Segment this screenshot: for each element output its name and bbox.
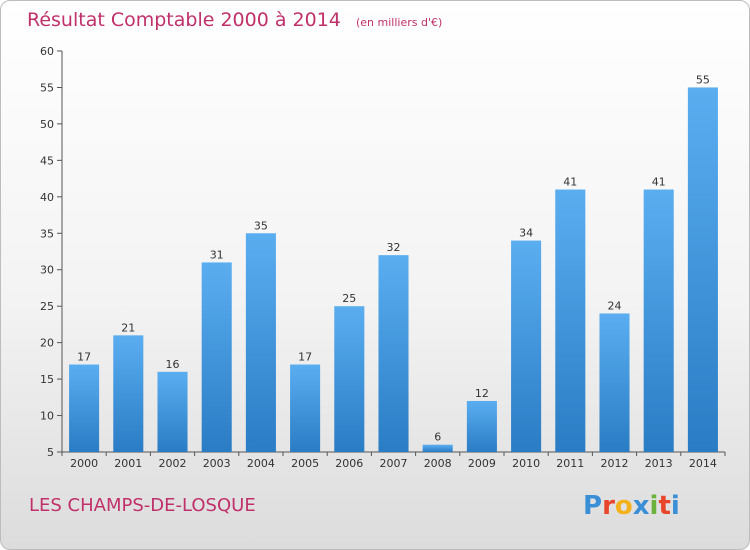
data-label: 34 <box>519 227 533 240</box>
bar <box>511 240 542 452</box>
y-tick-label: 25 <box>40 300 54 313</box>
logo-letter: P <box>583 491 603 521</box>
data-label: 12 <box>475 387 489 400</box>
data-label: 24 <box>608 299 622 312</box>
data-label: 17 <box>298 351 312 364</box>
chart-title: Résultat Comptable 2000 à 2014 (en milli… <box>27 9 442 31</box>
data-label: 32 <box>387 241 401 254</box>
y-tick-label: 60 <box>40 45 54 58</box>
x-tick-label: 2010 <box>512 457 540 470</box>
y-tick-label: 15 <box>40 373 54 386</box>
bar <box>378 255 409 452</box>
x-tick-label: 2012 <box>601 457 629 470</box>
y-tick-label: 40 <box>40 191 54 204</box>
bar <box>555 189 586 452</box>
logo-letter: i <box>649 491 659 521</box>
x-tick-label: 2003 <box>203 457 231 470</box>
x-tick-label: 2009 <box>468 457 496 470</box>
data-label: 41 <box>563 176 577 189</box>
bar <box>643 189 674 452</box>
logo-letter: i <box>670 491 680 521</box>
bar <box>599 313 630 452</box>
logo-letter: t <box>658 491 671 521</box>
data-label: 21 <box>121 321 135 334</box>
x-tick-label: 2008 <box>424 457 452 470</box>
bar <box>334 306 365 452</box>
logo-letter: x <box>632 491 650 521</box>
data-label: 16 <box>166 358 180 371</box>
x-tick-label: 2000 <box>70 457 98 470</box>
y-tick-label: 50 <box>40 118 54 131</box>
bar <box>201 262 232 452</box>
logo-letter: o <box>614 491 633 521</box>
bar <box>466 400 497 452</box>
y-tick-label: 35 <box>40 227 54 240</box>
bar <box>113 335 144 452</box>
data-label: 55 <box>696 73 710 86</box>
bar <box>69 364 100 452</box>
bar <box>157 371 188 452</box>
data-label: 41 <box>652 176 666 189</box>
y-tick-label: 10 <box>40 410 54 423</box>
bar <box>687 87 718 453</box>
bar <box>290 364 321 452</box>
x-tick-label: 2013 <box>645 457 673 470</box>
x-tick-label: 2002 <box>159 457 187 470</box>
x-tick-label: 2014 <box>689 457 717 470</box>
data-label: 6 <box>434 431 441 444</box>
bar <box>245 233 276 452</box>
data-label: 17 <box>77 351 91 364</box>
x-tick-label: 2005 <box>291 457 319 470</box>
x-tick-label: 2007 <box>380 457 408 470</box>
x-tick-label: 2004 <box>247 457 275 470</box>
commune-name: LES CHAMPS-DE-LOSQUE <box>29 495 256 516</box>
data-label: 35 <box>254 219 268 232</box>
bar <box>422 444 453 452</box>
y-tick-label: 45 <box>40 154 54 167</box>
y-tick-label: 55 <box>40 81 54 94</box>
y-tick-label: 5 <box>47 446 54 459</box>
x-tick-label: 2006 <box>335 457 363 470</box>
title-text: Résultat Comptable 2000 à 2014 <box>27 9 341 31</box>
data-label: 25 <box>342 292 356 305</box>
data-label: 31 <box>210 248 224 261</box>
unit-note: (en milliers d'€) <box>355 16 443 29</box>
logo-letter: r <box>602 491 615 521</box>
y-tick-label: 30 <box>40 264 54 277</box>
x-tick-label: 2011 <box>556 457 584 470</box>
proxiti-logo[interactable]: Proxiti <box>583 491 680 521</box>
x-tick-label: 2001 <box>114 457 142 470</box>
y-tick-label: 20 <box>40 337 54 350</box>
